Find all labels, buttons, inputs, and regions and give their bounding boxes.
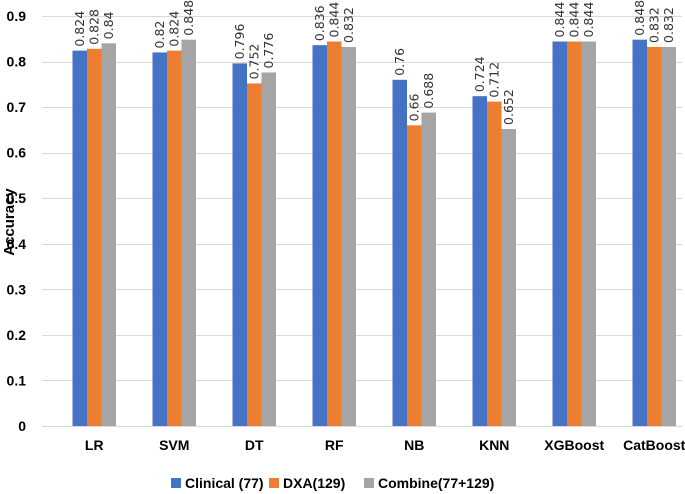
bar-dt-series-2 [247, 83, 262, 427]
data-label: 0.84 [101, 11, 116, 39]
y-axis-title: Accuracy [1, 188, 18, 256]
data-label: 0.66 [406, 93, 421, 121]
bar-xgboost-series-3 [581, 41, 596, 426]
x-category-label: NB [404, 437, 424, 453]
bar-dt-series-3 [261, 72, 276, 427]
data-label: 0.848 [632, 0, 647, 36]
legend: Clinical (77) DXA(129) Combine(77+129) [171, 475, 494, 491]
bar-nb-series-2 [407, 125, 422, 426]
y-tick-label: 0.8 [7, 54, 27, 70]
bar-rf-series-3 [341, 46, 356, 426]
y-tick-label: 0.9 [7, 8, 27, 24]
legend-label: Combine(77+129) [378, 475, 494, 491]
bar-svm-series-2 [167, 50, 182, 427]
bar-knn-series-1 [472, 96, 487, 427]
bar-svm-series-1 [152, 52, 167, 426]
data-label: 0.796 [232, 24, 247, 60]
bar-svm-series-3 [181, 39, 196, 426]
data-label: 0.776 [261, 33, 276, 69]
data-label: 0.724 [472, 56, 487, 92]
x-axis-categories: LR SVM DT RF NB KNN XGBoost CatBoost [85, 437, 685, 453]
data-label: 0.848 [181, 0, 196, 36]
legend-label: DXA(129) [283, 475, 345, 491]
y-tick-label: 0 [18, 418, 26, 434]
legend-label: Clinical (77) [185, 475, 264, 491]
x-category-label: XGBoost [544, 437, 604, 453]
x-category-label: CatBoost [623, 437, 685, 453]
data-label: 0.752 [246, 44, 261, 80]
data-label: 0.832 [341, 7, 356, 43]
legend-swatch [364, 478, 374, 488]
bar-catboost-series-2 [647, 46, 662, 426]
bar-nb-series-3 [421, 112, 436, 426]
data-label: 0.82 [152, 21, 167, 49]
data-label: 0.832 [661, 7, 676, 43]
x-category-label: LR [85, 437, 104, 453]
y-tick-label: 0.4 [7, 236, 27, 252]
bar-rf-series-2 [327, 41, 342, 426]
y-tick-label: 0.2 [7, 327, 27, 343]
bar-catboost-series-3 [661, 46, 676, 426]
bar-dt-series-1 [232, 63, 247, 426]
data-label: 0.824 [72, 11, 87, 47]
bar-knn-series-3 [501, 128, 516, 427]
data-label: 0.824 [166, 11, 181, 47]
data-label: 0.688 [421, 73, 436, 109]
x-category-label: SVM [159, 437, 189, 453]
data-label: 0.832 [646, 7, 661, 43]
y-tick-label: 0.1 [7, 372, 27, 388]
bar-lr-series-2 [87, 48, 102, 427]
y-tick-label: 0.7 [7, 99, 27, 115]
x-category-label: KNN [479, 437, 509, 453]
y-axis-ticks: 0 0.1 0.2 0.3 0.4 0.5 0.6 0.7 0.8 0.9 [7, 8, 27, 434]
bar-lr-series-1 [72, 50, 87, 427]
bar-xgboost-series-1 [552, 41, 567, 426]
legend-swatch [171, 478, 181, 488]
bar-xgboost-series-2 [567, 41, 582, 426]
x-category-label: RF [325, 437, 344, 453]
legend-swatch [269, 478, 279, 488]
bars [72, 39, 676, 427]
bar-rf-series-1 [312, 45, 327, 426]
y-tick-label: 0.5 [7, 190, 27, 206]
bar-lr-series-3 [101, 43, 116, 426]
bar-knn-series-2 [487, 101, 502, 426]
bar-catboost-series-1 [632, 39, 647, 426]
data-label: 0.844 [566, 2, 581, 38]
y-tick-label: 0.3 [7, 281, 27, 297]
data-label: 0.844 [326, 2, 341, 38]
y-tick-label: 0.6 [7, 145, 27, 161]
data-label: 0.844 [552, 2, 567, 38]
data-label: 0.828 [86, 9, 101, 45]
data-label: 0.712 [486, 62, 501, 98]
data-label: 0.652 [501, 89, 516, 125]
x-category-label: DT [245, 437, 264, 453]
data-label: 0.836 [312, 5, 327, 41]
data-label: 0.76 [392, 48, 407, 76]
bar-nb-series-1 [392, 79, 407, 426]
data-label: 0.844 [581, 2, 596, 38]
